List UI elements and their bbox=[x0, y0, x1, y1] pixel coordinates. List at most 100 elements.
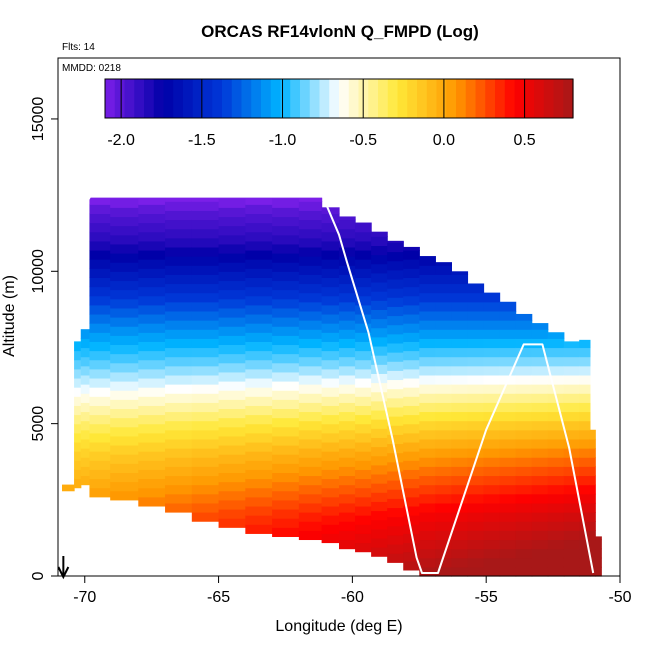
heatmap-cell bbox=[245, 313, 273, 324]
heatmap-cell bbox=[387, 544, 404, 554]
heatmap-column bbox=[62, 484, 75, 492]
heatmap-cell bbox=[403, 304, 420, 315]
heatmap-cell bbox=[138, 368, 166, 379]
colorbar-swatch bbox=[202, 79, 213, 118]
heatmap-cell bbox=[563, 402, 580, 413]
heatmap-cell bbox=[218, 408, 246, 419]
heatmap-column bbox=[435, 262, 452, 577]
chart-title: ORCAS RF14vlonN Q_FMPD (Log) bbox=[201, 22, 479, 41]
heatmap-cell bbox=[74, 387, 82, 397]
heatmap-cell bbox=[339, 539, 356, 550]
heatmap-cell bbox=[355, 359, 372, 370]
heatmap-cell bbox=[387, 315, 404, 326]
heatmap-cell bbox=[483, 457, 501, 467]
heatmap-cell bbox=[355, 515, 372, 525]
heatmap-cell bbox=[89, 332, 111, 342]
heatmap-cell bbox=[339, 356, 356, 367]
heatmap-cell bbox=[298, 420, 323, 431]
heatmap-cell bbox=[563, 411, 580, 422]
heatmap-cell bbox=[451, 484, 469, 495]
heatmap-cell bbox=[435, 393, 452, 403]
heatmap-cell bbox=[272, 234, 300, 245]
heatmap-cell bbox=[298, 356, 323, 367]
heatmap-column bbox=[547, 332, 565, 577]
heatmap-cell bbox=[191, 210, 220, 221]
heatmap-cell bbox=[165, 196, 193, 202]
heatmap-cell bbox=[191, 393, 220, 403]
heatmap-cell bbox=[547, 502, 565, 513]
heatmap-cell bbox=[191, 347, 220, 358]
heatmap-cell bbox=[435, 420, 452, 431]
heatmap-cell bbox=[191, 374, 220, 385]
heatmap-cell bbox=[579, 548, 591, 559]
heatmap-cell bbox=[419, 512, 436, 522]
heatmap-cell bbox=[483, 402, 501, 413]
heatmap-cell bbox=[110, 196, 139, 199]
heatmap-cell bbox=[499, 393, 517, 403]
heatmap-cell bbox=[110, 362, 139, 373]
heatmap-cell bbox=[321, 332, 340, 342]
heatmap-cell bbox=[387, 388, 404, 399]
heatmap-cell bbox=[355, 268, 372, 278]
heatmap-cell bbox=[321, 524, 340, 534]
heatmap-cell bbox=[499, 530, 517, 541]
heatmap-cell bbox=[419, 292, 436, 303]
heatmap-cell bbox=[531, 402, 549, 413]
heatmap-cell bbox=[483, 320, 501, 330]
colorbar-swatch bbox=[173, 79, 184, 118]
heatmap-cell bbox=[245, 423, 273, 434]
heatmap-cell bbox=[272, 326, 300, 336]
heatmap-cell bbox=[499, 521, 517, 531]
heatmap-cell bbox=[339, 457, 356, 467]
heatmap-cell bbox=[531, 384, 549, 394]
heatmap-cell bbox=[89, 387, 111, 397]
heatmap-cell bbox=[579, 457, 591, 467]
heatmap-cell bbox=[321, 387, 340, 397]
heatmap-cell bbox=[547, 438, 565, 449]
heatmap-cell bbox=[515, 329, 533, 339]
heatmap-cell bbox=[419, 530, 436, 541]
heatmap-cell bbox=[499, 493, 517, 504]
heatmap-cell bbox=[419, 256, 436, 266]
heatmap-cell bbox=[579, 530, 591, 541]
heatmap-cell bbox=[451, 429, 469, 440]
heatmap-cell bbox=[165, 210, 193, 221]
heatmap-cell bbox=[191, 292, 220, 303]
heatmap-cell bbox=[371, 291, 388, 301]
heatmap-cell bbox=[321, 405, 340, 416]
heatmap-cell bbox=[403, 478, 420, 489]
heatmap-cell bbox=[298, 448, 323, 458]
heatmap-cell bbox=[298, 246, 323, 257]
heatmap-cell bbox=[138, 295, 166, 306]
heatmap-cell bbox=[110, 444, 139, 455]
heatmap-cell bbox=[403, 542, 420, 553]
heatmap-cell bbox=[138, 396, 166, 406]
heatmap-cell bbox=[165, 320, 193, 330]
heatmap-cell bbox=[191, 283, 220, 294]
heatmap-cell bbox=[298, 502, 323, 513]
heatmap-cell bbox=[451, 420, 469, 431]
heatmap-cell bbox=[515, 365, 533, 376]
heatmap-column bbox=[403, 246, 420, 571]
heatmap-cell bbox=[499, 338, 517, 349]
heatmap-cell bbox=[165, 384, 193, 394]
heatmap-cell bbox=[515, 521, 533, 531]
heatmap-cell bbox=[531, 356, 549, 367]
colorbar-swatch bbox=[163, 79, 174, 118]
heatmap-cell bbox=[298, 283, 323, 294]
heatmap-cell bbox=[298, 438, 323, 449]
heatmap-cell bbox=[403, 259, 420, 269]
colorbar-swatch bbox=[504, 79, 516, 118]
colorbar-swatch bbox=[378, 79, 389, 118]
colorbar-swatch bbox=[105, 79, 116, 118]
heatmap-cell bbox=[589, 484, 596, 495]
heatmap-cell bbox=[138, 196, 166, 205]
heatmap-column bbox=[563, 341, 580, 577]
heatmap-column bbox=[218, 196, 246, 528]
heatmap-cell bbox=[110, 243, 139, 254]
heatmap-cell bbox=[499, 301, 517, 312]
heatmap-cell bbox=[89, 478, 111, 489]
heatmap-cell bbox=[419, 274, 436, 285]
heatmap-cell bbox=[371, 428, 388, 438]
x-tick-label: -50 bbox=[608, 589, 631, 606]
